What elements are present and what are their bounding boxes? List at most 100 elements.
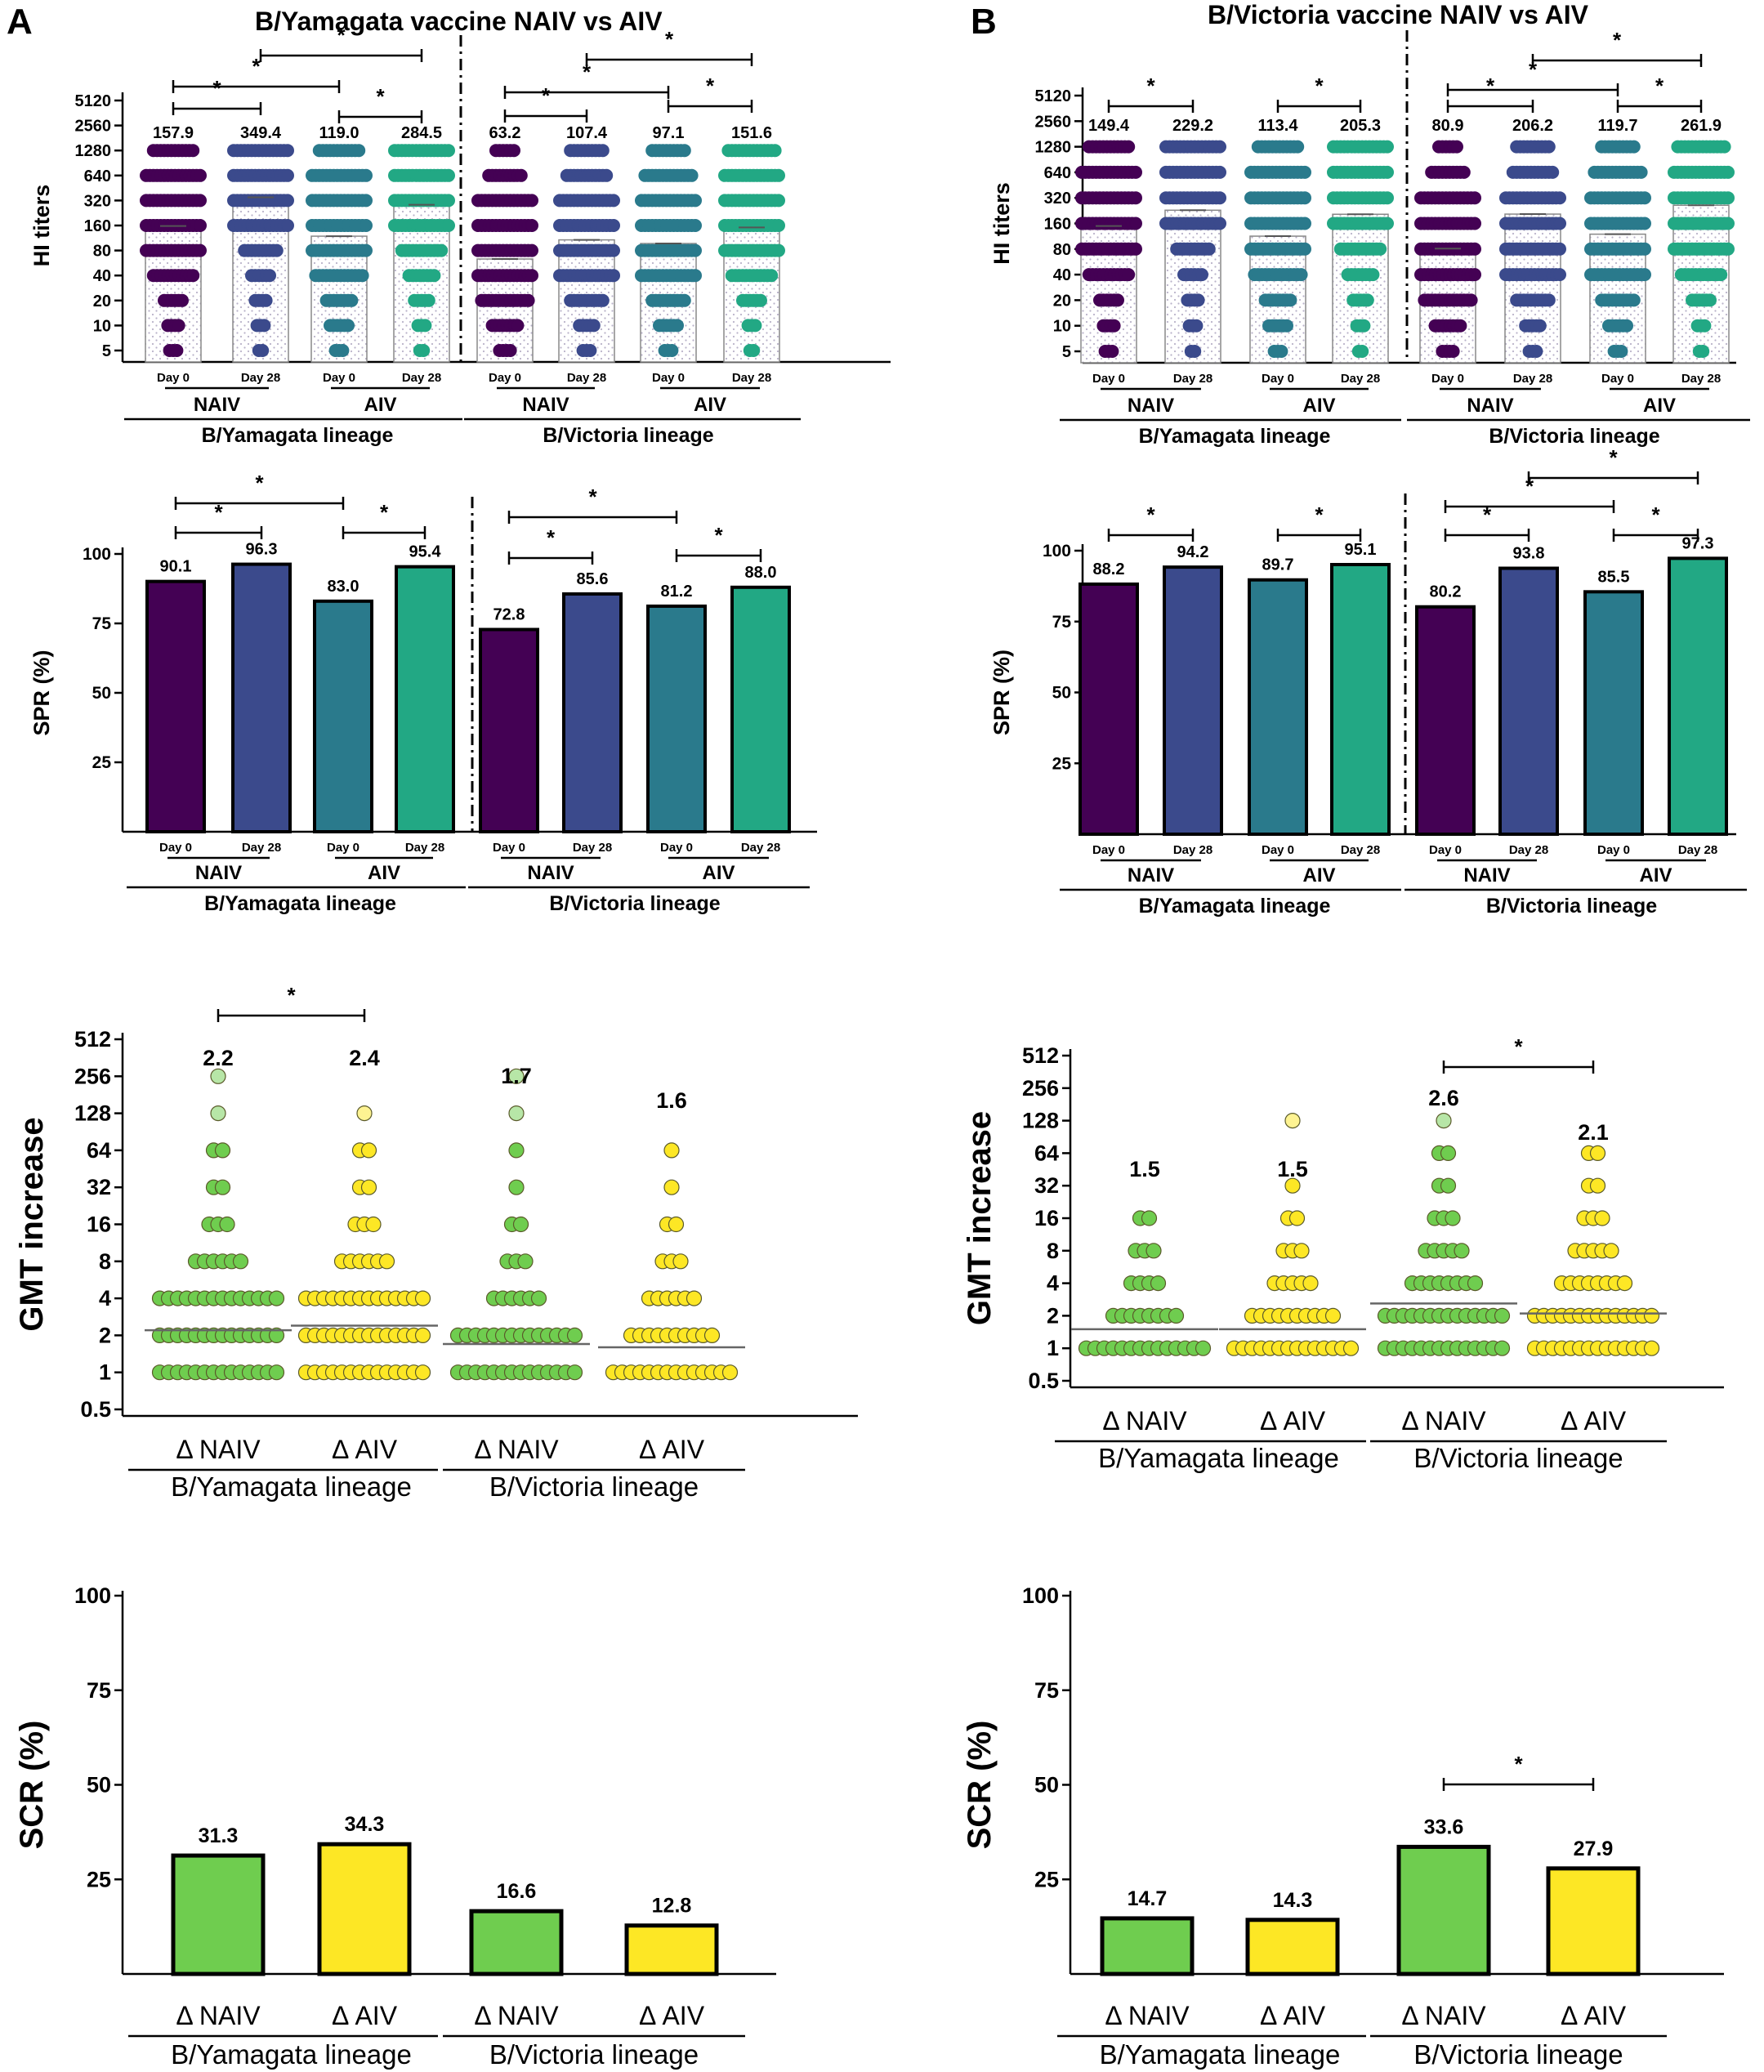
- A_scr-value-label: 12.8: [652, 1895, 692, 1918]
- B_gmt-ytick-label: 128: [1022, 1109, 1059, 1133]
- A_spr-bar: [479, 627, 539, 833]
- A_scr-ytick-label: 25: [87, 1867, 111, 1891]
- A_hi-dot: [748, 319, 762, 333]
- A_gmt-value-label: 2.4: [349, 1046, 380, 1070]
- B_gmt-dot: [1436, 1112, 1452, 1129]
- B_scr-x-label: Δ AIV: [1561, 2001, 1627, 2030]
- B_hi-dot: [1280, 319, 1293, 333]
- A_hi-dot: [359, 168, 373, 182]
- B_hi-dot: [1553, 268, 1566, 282]
- A_hi-dot: [677, 144, 691, 158]
- B_hi-group-label: AIV: [1302, 395, 1335, 417]
- A_scr-x-label: Δ AIV: [639, 2001, 705, 2030]
- B_hi-dot: [1213, 165, 1226, 179]
- B_hi-dot: [1620, 319, 1633, 333]
- B_hi-dot: [1129, 217, 1142, 230]
- B_scr-lineage-label: B/Victoria lineage: [1413, 2039, 1623, 2070]
- B_hi-ytick-label: 10: [1053, 318, 1071, 336]
- A_hi-dot: [442, 194, 455, 208]
- A_gmt-x-label: Δ AIV: [332, 1435, 398, 1464]
- A_hi-x-label: Day 0: [489, 371, 521, 385]
- B_hi-dot: [1722, 217, 1735, 230]
- B_gmt-dot: [1589, 1145, 1606, 1162]
- A_gmt-ytick-label: 0.5: [80, 1397, 111, 1422]
- A_hi-dot: [194, 243, 207, 257]
- B_scr-value-label: 14.7: [1128, 1887, 1168, 1910]
- B_hi-sig-star: *: [1146, 74, 1155, 98]
- A_hi-dot: [170, 344, 184, 357]
- B_gmt-ytick-label: 1: [1047, 1336, 1059, 1360]
- A_gmt-dot: [508, 1068, 525, 1084]
- A_hi-dot: [607, 269, 620, 283]
- A_hi-dot: [514, 168, 528, 182]
- B_spr-group-label: AIV: [1639, 864, 1672, 886]
- B_scr-ylabel: SCR (%): [962, 1721, 998, 1850]
- B_gmt-dot: [1284, 1112, 1301, 1129]
- A_spr-x-label: Day 28: [573, 841, 612, 855]
- B_spr-value-label: 89.7: [1262, 556, 1294, 574]
- B_spr-x-label: Day 28: [1173, 843, 1212, 857]
- B_spr-bar: [1163, 565, 1223, 836]
- A_hi-value-label: 284.5: [401, 124, 442, 142]
- B_gmt-dot: [1643, 1340, 1660, 1356]
- B_hi-dot: [1357, 319, 1371, 333]
- A_hi-dot: [194, 219, 207, 232]
- A_hi-dot: [772, 168, 785, 182]
- B_hi-dot: [1298, 217, 1311, 230]
- A_hi-dot: [422, 293, 435, 307]
- B_gmt-ytick-label: 32: [1034, 1173, 1059, 1198]
- A_spr-sig-star: *: [255, 471, 264, 495]
- B_hi-group-label: NAIV: [1128, 395, 1174, 417]
- A_hi-dot: [596, 144, 610, 158]
- B_gmt-ytick-label: 64: [1034, 1141, 1059, 1165]
- B_hi-dot: [1717, 140, 1731, 154]
- B_spr-x-label: Day 0: [1597, 843, 1630, 857]
- A_hi-x-label: Day 28: [241, 371, 280, 385]
- B_spr-sig-star: *: [1651, 502, 1660, 527]
- A_spr-value-label: 72.8: [493, 605, 525, 623]
- A_hi-x-label: Day 0: [157, 371, 190, 385]
- B_spr-ylabel: SPR (%): [989, 650, 1014, 735]
- B_hi-ytick-label: 80: [1053, 241, 1071, 259]
- B_hi-sig-star: *: [1529, 57, 1538, 82]
- panel-title-a: B/Yamagata vaccine NAIV vs AIV: [255, 7, 663, 36]
- B_gmt-value-label: 1.5: [1277, 1157, 1308, 1181]
- A_hi-lineage-label: B/Victoria lineage: [543, 424, 713, 447]
- B_hi-dot: [1542, 293, 1556, 307]
- B_hi-x-label: Day 0: [1262, 372, 1294, 386]
- B_spr-ytick-label: 75: [1052, 613, 1072, 632]
- A_hi-ytick-label: 20: [93, 292, 111, 310]
- B_hi-dot: [1129, 165, 1142, 179]
- B_hi-value-label: 80.9: [1432, 117, 1464, 135]
- B_gmt-dot: [1168, 1307, 1185, 1324]
- B_hi-dot: [1722, 242, 1735, 256]
- A_hi-group-label: AIV: [364, 394, 396, 416]
- B_scr-lineage-label: B/Yamagata lineage: [1100, 2039, 1341, 2070]
- B_gmt-dot: [1643, 1307, 1660, 1324]
- A_hi-dot: [525, 194, 538, 208]
- B_hi-dot: [1704, 293, 1717, 307]
- A_gmt-lineage-label: B/Victoria lineage: [489, 1471, 699, 1502]
- panel-title-b: B/Victoria vaccine NAIV vs AIV: [1208, 0, 1588, 29]
- B_scr-x-label: Δ NAIV: [1105, 2001, 1190, 2030]
- B_hi-dot: [1714, 268, 1728, 282]
- A_spr-x-label: Day 0: [660, 841, 693, 855]
- B_hi-dot: [1638, 191, 1651, 205]
- B_spr-ytick-label: 100: [1043, 542, 1071, 560]
- A_gmt-dot: [686, 1290, 703, 1306]
- B_scr-ytick-label: 25: [1034, 1867, 1059, 1891]
- A_gmt-x-label: Δ NAIV: [176, 1435, 261, 1464]
- panel-label-b: B: [971, 2, 997, 42]
- B_hi-dot: [1381, 191, 1394, 205]
- B_scr-ytick-label: 75: [1034, 1678, 1059, 1703]
- B_scr-sig-star: *: [1514, 1752, 1523, 1776]
- A_scr-ytick-label: 75: [87, 1678, 111, 1703]
- A_hi-group-label: AIV: [694, 394, 726, 416]
- B_hi-ytick-label: 160: [1044, 216, 1071, 234]
- A_gmt-ytick-label: 2: [99, 1323, 111, 1347]
- A_hi-value-label: 119.0: [319, 124, 359, 142]
- B_spr-bar: [1498, 566, 1559, 836]
- B_spr-lineage-label: B/Yamagata lineage: [1139, 895, 1331, 918]
- A_gmt-dot: [210, 1105, 226, 1122]
